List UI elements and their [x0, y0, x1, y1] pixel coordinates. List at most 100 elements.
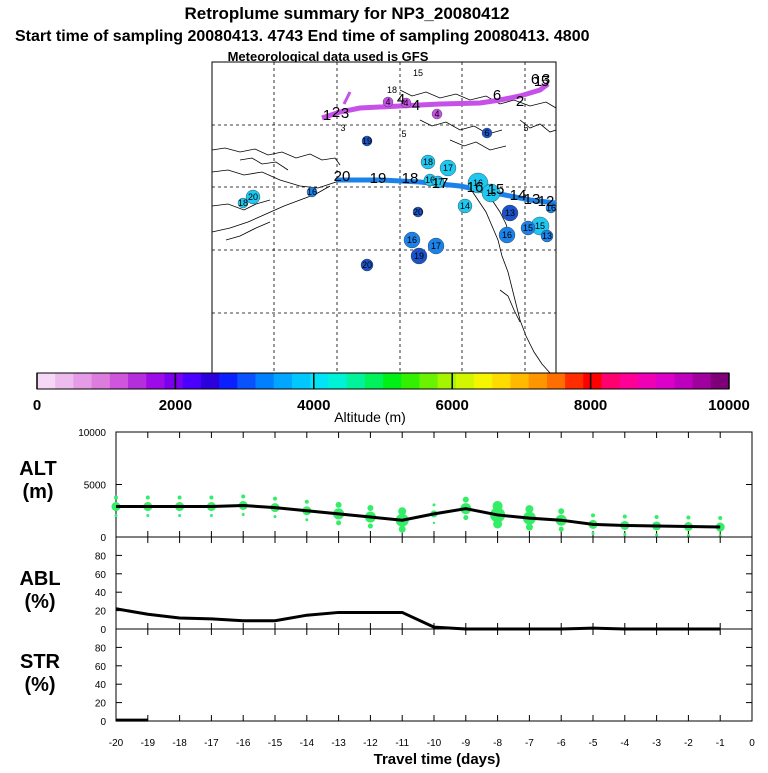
x-tick-label: -7	[525, 738, 534, 749]
plume-time-label: 16	[467, 179, 484, 196]
map-marker-label: 17	[443, 163, 453, 173]
altitude-scatter-point	[623, 514, 627, 518]
sampling-times: Start time of sampling 20080413. 4743 En…	[15, 28, 590, 45]
colorbar-cell	[256, 373, 275, 389]
altitude-scatter-point	[146, 496, 150, 500]
alt-frame	[116, 432, 752, 537]
str-panel-label: STR	[20, 651, 61, 673]
altitude-scatter-point	[209, 496, 213, 500]
colorbar-cell	[401, 373, 420, 389]
colorbar-tick-label: 0	[33, 397, 41, 414]
colorbar-cell	[128, 373, 147, 389]
altitude-scatter-point	[241, 495, 245, 499]
map-marker-label: 15	[523, 223, 533, 233]
colorbar-cell	[711, 373, 730, 389]
altitude-scatter-point	[433, 522, 435, 524]
plume-time-label: 2	[332, 104, 340, 121]
altitude-scatter-point	[463, 497, 469, 503]
colorbar-cell	[37, 373, 56, 389]
y-tick-label: 0	[100, 533, 106, 544]
altitude-scatter-point	[178, 514, 181, 517]
x-tick-label: -18	[172, 738, 187, 749]
colorbar-cell	[510, 373, 529, 389]
x-tick-label: -11	[395, 738, 409, 749]
map-marker-label: 4	[385, 97, 390, 107]
colorbar-cell	[365, 373, 384, 389]
colorbar-cell	[547, 373, 566, 389]
colorbar-tick-label: 4000	[297, 397, 330, 414]
altitude-scatter-point	[336, 502, 342, 508]
colorbar-cell	[164, 373, 183, 389]
colorbar-tick-label: 8000	[574, 397, 607, 414]
plume-time-label: 17	[432, 175, 449, 192]
abl-frame	[116, 537, 752, 629]
x-tick-label: -3	[652, 738, 661, 749]
map-marker-label: 18	[387, 85, 397, 95]
map-marker-label: 5	[401, 129, 406, 139]
map-marker-label: 18	[238, 198, 248, 208]
altitude-scatter-point	[559, 527, 564, 532]
alt-panel-unit: (m)	[22, 481, 53, 503]
colorbar-cell	[456, 373, 475, 389]
map-marker-label: 6	[484, 128, 489, 138]
altitude-scatter-point	[525, 505, 533, 513]
plume-time-label: 1	[323, 107, 331, 124]
x-tick-label: -15	[268, 738, 283, 749]
altitude-scatter-point	[591, 513, 595, 517]
colorbar-cell	[237, 373, 256, 389]
x-tick-label: -5	[589, 738, 598, 749]
altitude-scatter-point	[655, 515, 659, 519]
y-tick-label: 80	[95, 551, 107, 562]
abl-series-line	[116, 609, 720, 629]
plume-time-label: 12	[538, 193, 555, 210]
colorbar-cell	[55, 373, 74, 389]
plume-time-label: 18	[402, 170, 419, 187]
altitude-scatter-point	[368, 524, 373, 529]
plume-time-label: 19	[370, 170, 387, 187]
plume-time-label: 3	[542, 71, 550, 88]
y-tick-label: 60	[95, 662, 107, 673]
colorbar-cell	[383, 373, 402, 389]
colorbar-cell	[419, 373, 438, 389]
altitude-scatter-point	[526, 524, 533, 531]
map-marker-label: 15	[535, 221, 545, 231]
colorbar-cell	[674, 373, 693, 389]
map-marker-label: 13	[505, 208, 515, 218]
x-tick-label: -12	[363, 738, 378, 749]
colorbar-cell	[73, 373, 92, 389]
map-marker-label: 20	[413, 207, 423, 217]
figure-title: Retroplume summary for NP3_20080412	[184, 4, 509, 23]
y-tick-label: 20	[95, 699, 107, 710]
colorbar-tick-label: 10000	[708, 397, 750, 414]
altitude-scatter-point	[718, 516, 722, 520]
x-axis-label: Travel time (days)	[374, 751, 501, 768]
colorbar-cell	[292, 373, 311, 389]
colorbar-cell	[183, 373, 202, 389]
colorbar-cell	[201, 373, 220, 389]
altitude-scatter-point	[242, 513, 245, 516]
altitude-scatter-point	[463, 515, 468, 520]
x-tick-label: -6	[557, 738, 566, 749]
map-marker-label: 20	[248, 192, 258, 202]
x-tick-label: -17	[204, 738, 219, 749]
map-marker-label: 13	[542, 231, 552, 241]
altitude-scatter-point	[558, 508, 564, 514]
colorbar-tick-label: 2000	[159, 397, 192, 414]
y-tick-label: 80	[95, 643, 107, 654]
colorbar-cell	[347, 373, 366, 389]
plume-time-label: 4	[397, 91, 405, 108]
colorbar-cell	[638, 373, 657, 389]
alt-panel-label: ALT	[19, 458, 56, 480]
map-marker-label: 19	[414, 251, 424, 261]
altitude-scatter-point	[655, 533, 658, 536]
colorbar-cell	[529, 373, 548, 389]
altitude-scatter-point	[210, 514, 213, 517]
colorbar-cell	[583, 373, 602, 389]
map-marker-label: 15	[413, 68, 423, 78]
map-marker-label: 3	[340, 123, 345, 133]
y-tick-label: 5000	[84, 481, 107, 492]
time-series-panels: 0500010000020406080020406080-20-19-18-17…	[78, 428, 755, 749]
